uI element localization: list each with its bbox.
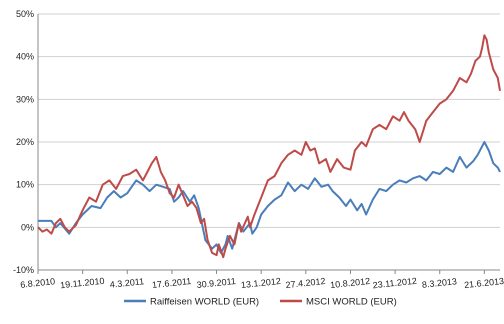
x-tick-label: 4.3.2011 xyxy=(109,276,144,290)
y-tick-label: 10% xyxy=(16,180,34,190)
y-tick-label: 20% xyxy=(16,137,34,147)
series-lines xyxy=(37,34,501,259)
legend-label-1: Raiffeisen WORLD (EUR) xyxy=(150,297,259,308)
y-tick-label: -10% xyxy=(13,265,34,275)
x-tick-label: 10.8.2012 xyxy=(330,276,371,290)
y-tick-label: 30% xyxy=(16,94,34,104)
y-axis: -10% 0% 10% 20% 30% 40% 50% xyxy=(13,9,39,275)
x-tick-label: 23.11.2012 xyxy=(372,276,417,291)
gridlines xyxy=(38,13,500,271)
x-tick-label: 30.9.2011 xyxy=(196,276,236,290)
y-tick-label: 40% xyxy=(16,52,34,62)
y-tick-label: 0% xyxy=(21,222,34,232)
x-tick-label: 6.8.2010 xyxy=(20,276,56,290)
x-tick-label: 8.3.2013 xyxy=(421,276,457,290)
x-tick-label: 19.11.2010 xyxy=(60,276,105,291)
legend: Raiffeisen WORLD (EUR) MSCI WORLD (EUR) xyxy=(124,297,397,308)
x-axis: 6.8.2010 19.11.2010 4.3.2011 17.6.2011 30.9.… xyxy=(20,269,504,291)
x-tick-label: 13.1.2012 xyxy=(240,276,281,290)
series-line-2 xyxy=(37,34,501,259)
x-tick-label: 21.6.2013 xyxy=(464,276,504,290)
y-tick-label: 50% xyxy=(16,9,34,19)
x-tick-label: 27.4.2012 xyxy=(285,276,326,290)
legend-label-2: MSCI WORLD (EUR) xyxy=(306,297,397,308)
series-line-1 xyxy=(38,141,501,254)
x-tick-label: 17.6.2011 xyxy=(151,276,191,290)
